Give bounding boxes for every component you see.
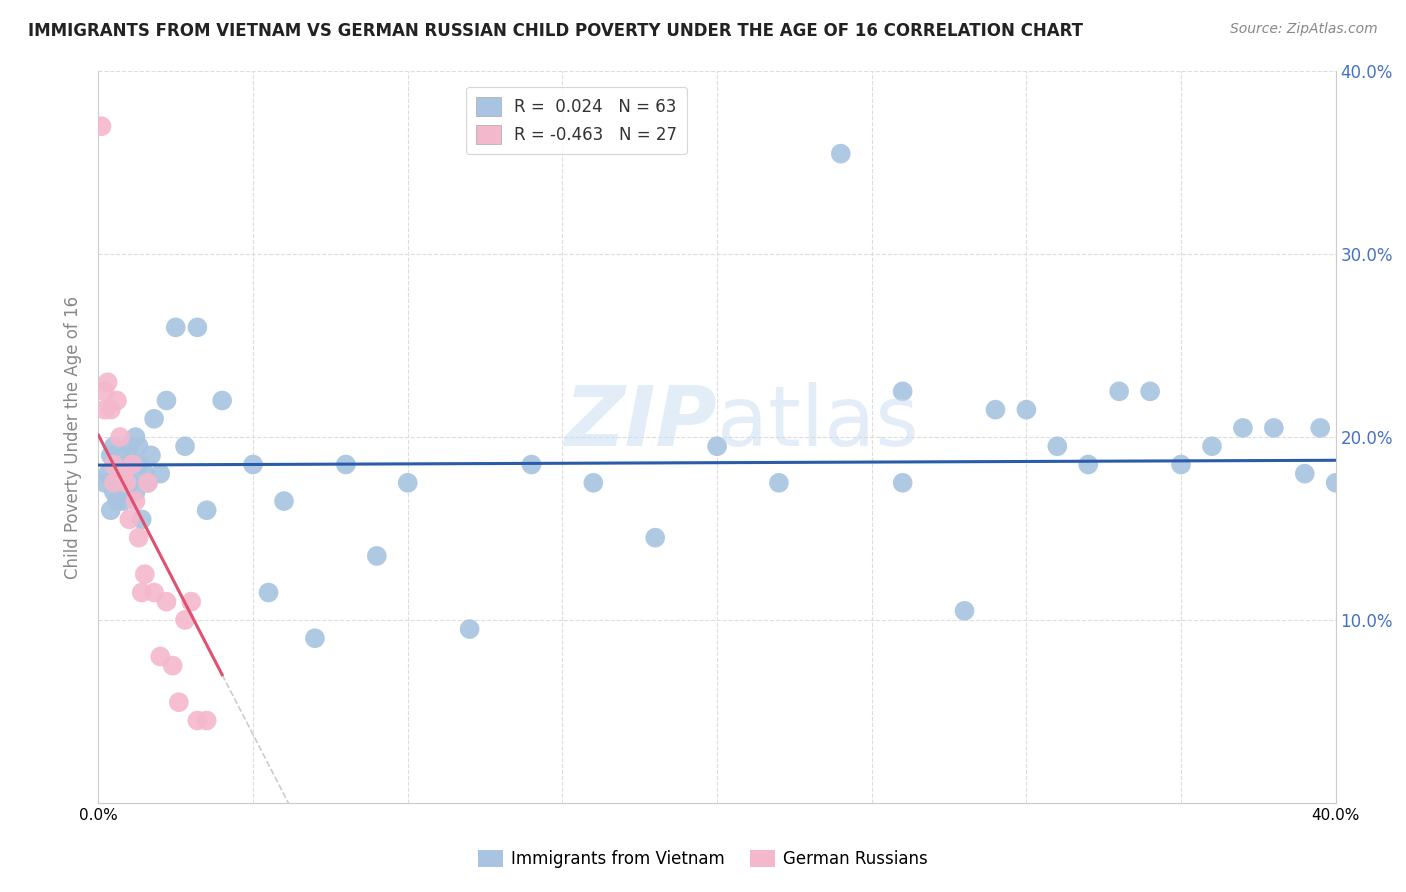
Point <box>124 494 146 508</box>
Point <box>93 475 115 490</box>
Point <box>115 475 138 490</box>
Point <box>136 475 159 490</box>
Point <box>273 494 295 508</box>
Point <box>103 458 125 472</box>
Point <box>112 494 135 508</box>
Point <box>1015 402 1038 417</box>
Point <box>1324 475 1347 490</box>
Point <box>211 393 233 408</box>
Point <box>149 467 172 481</box>
Point <box>174 613 197 627</box>
Legend: Immigrants from Vietnam, German Russians: Immigrants from Vietnam, German Russians <box>471 843 935 875</box>
Point <box>139 449 162 463</box>
Point <box>90 119 112 133</box>
Point <box>155 393 177 408</box>
Point <box>984 402 1007 417</box>
Point <box>131 512 153 526</box>
Point <box>103 475 125 490</box>
Point <box>108 430 131 444</box>
Point <box>180 594 202 608</box>
Point <box>1201 439 1223 453</box>
Point <box>100 402 122 417</box>
Point <box>115 467 138 481</box>
Point <box>103 439 125 453</box>
Point <box>768 475 790 490</box>
Point <box>108 485 131 500</box>
Point <box>162 658 184 673</box>
Point <box>143 412 166 426</box>
Point <box>174 439 197 453</box>
Point <box>136 475 159 490</box>
Point <box>128 458 150 472</box>
Point <box>1232 421 1254 435</box>
Point <box>1139 384 1161 399</box>
Point <box>396 475 419 490</box>
Point <box>124 430 146 444</box>
Point <box>103 485 125 500</box>
Point <box>112 467 135 481</box>
Text: ZIP: ZIP <box>564 382 717 463</box>
Point <box>242 458 264 472</box>
Point <box>891 384 914 399</box>
Point <box>1309 421 1331 435</box>
Point <box>134 467 156 481</box>
Point <box>186 714 208 728</box>
Y-axis label: Child Poverty Under the Age of 16: Child Poverty Under the Age of 16 <box>65 295 83 579</box>
Point <box>149 649 172 664</box>
Point <box>953 604 976 618</box>
Point <box>108 475 131 490</box>
Point <box>165 320 187 334</box>
Legend: R =  0.024   N = 63, R = -0.463   N = 27: R = 0.024 N = 63, R = -0.463 N = 27 <box>465 87 688 153</box>
Point <box>115 449 138 463</box>
Point <box>97 376 120 390</box>
Point <box>121 458 143 472</box>
Point <box>128 439 150 453</box>
Point <box>105 393 128 408</box>
Point <box>118 475 141 490</box>
Point <box>195 503 218 517</box>
Point <box>105 458 128 472</box>
Point <box>155 594 177 608</box>
Point <box>186 320 208 334</box>
Point <box>143 585 166 599</box>
Point <box>830 146 852 161</box>
Point <box>112 458 135 472</box>
Point <box>644 531 666 545</box>
Point <box>257 585 280 599</box>
Point <box>1046 439 1069 453</box>
Point <box>93 384 115 399</box>
Point <box>100 503 122 517</box>
Point <box>335 458 357 472</box>
Point <box>1108 384 1130 399</box>
Point <box>134 567 156 582</box>
Text: Source: ZipAtlas.com: Source: ZipAtlas.com <box>1230 22 1378 37</box>
Point <box>121 458 143 472</box>
Point <box>304 632 326 646</box>
Point <box>1263 421 1285 435</box>
Point <box>118 439 141 453</box>
Text: IMMIGRANTS FROM VIETNAM VS GERMAN RUSSIAN CHILD POVERTY UNDER THE AGE OF 16 CORR: IMMIGRANTS FROM VIETNAM VS GERMAN RUSSIA… <box>28 22 1083 40</box>
Point <box>128 531 150 545</box>
Point <box>891 475 914 490</box>
Point <box>458 622 481 636</box>
Point <box>1077 458 1099 472</box>
Point <box>195 714 218 728</box>
Text: atlas: atlas <box>717 382 918 463</box>
Point <box>1294 467 1316 481</box>
Point <box>131 585 153 599</box>
Point <box>105 494 128 508</box>
Point <box>118 512 141 526</box>
Point <box>366 549 388 563</box>
Point <box>97 467 120 481</box>
Point <box>167 695 190 709</box>
Point <box>582 475 605 490</box>
Point <box>520 458 543 472</box>
Point <box>1170 458 1192 472</box>
Point <box>100 449 122 463</box>
Point <box>706 439 728 453</box>
Point <box>124 485 146 500</box>
Point <box>93 402 115 417</box>
